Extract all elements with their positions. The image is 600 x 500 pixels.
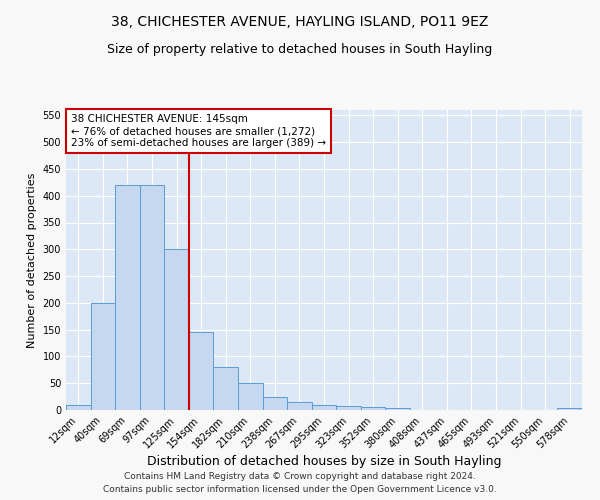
Bar (312, 404, 336, 410)
Text: 38 CHICHESTER AVENUE: 145sqm
← 76% of detached houses are smaller (1,272)
23% of: 38 CHICHESTER AVENUE: 145sqm ← 76% of de… (71, 114, 326, 148)
Bar (164, 250, 189, 410)
Y-axis label: Number of detached properties: Number of detached properties (27, 172, 37, 348)
Bar (140, 185, 164, 410)
Bar (66, 404, 91, 410)
Bar (238, 383, 263, 410)
Text: Contains public sector information licensed under the Open Government Licence v3: Contains public sector information licen… (103, 485, 497, 494)
Bar (557, 408, 582, 410)
Bar (361, 408, 385, 410)
Bar (189, 332, 214, 410)
Text: 38, CHICHESTER AVENUE, HAYLING ISLAND, PO11 9EZ: 38, CHICHESTER AVENUE, HAYLING ISLAND, P… (112, 15, 488, 29)
Text: Contains HM Land Registry data © Crown copyright and database right 2024.: Contains HM Land Registry data © Crown c… (124, 472, 476, 481)
Bar (91, 303, 115, 410)
Bar (336, 406, 361, 410)
Bar (115, 185, 140, 410)
Bar (287, 402, 312, 410)
Bar (214, 367, 238, 410)
Text: Size of property relative to detached houses in South Hayling: Size of property relative to detached ho… (107, 42, 493, 56)
X-axis label: Distribution of detached houses by size in South Hayling: Distribution of detached houses by size … (147, 456, 501, 468)
Bar (385, 408, 410, 410)
Bar (263, 396, 287, 410)
